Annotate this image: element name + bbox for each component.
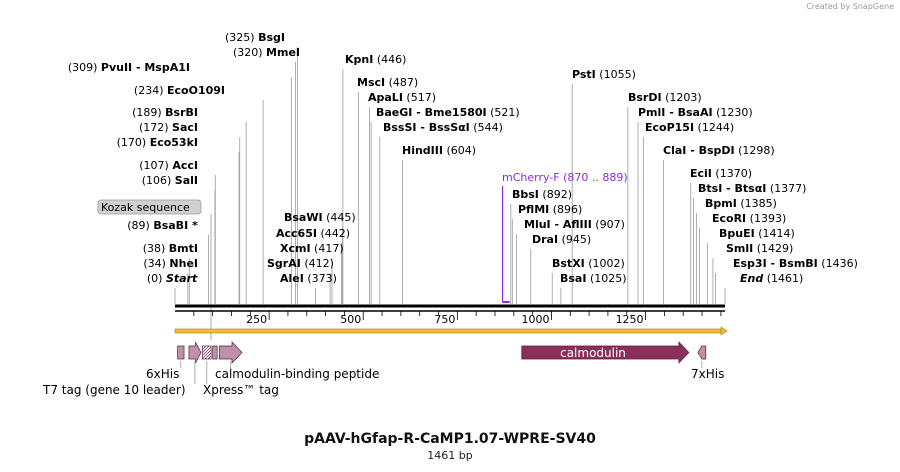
plasmid-length: 1461 bp bbox=[427, 449, 473, 462]
restriction-site-labels: (0) Start (34) NheI (38) BmtI (89) BsaBI * (… bbox=[68, 31, 858, 285]
site-label: EciI (1370) bbox=[690, 167, 752, 180]
site-label: BstXI (1002) bbox=[552, 257, 625, 270]
site-label: (172) SacI bbox=[139, 121, 198, 134]
site-label: (89) BsaBI * bbox=[127, 219, 198, 232]
ruler-label: 500 bbox=[340, 313, 361, 326]
site-label: ClaI - BspDI (1298) bbox=[663, 144, 775, 157]
ruler-label: 750 bbox=[434, 313, 455, 326]
feature-label: T7 tag (gene 10 leader) bbox=[42, 383, 186, 397]
site-label: (106) SalI bbox=[142, 174, 198, 187]
kozak-box bbox=[97, 199, 202, 215]
site-label: AleI (373) bbox=[280, 272, 337, 285]
feature-label: calmodulin-binding peptide bbox=[215, 367, 379, 381]
site-label: EcoRI (1393) bbox=[712, 212, 786, 225]
feature-hatched bbox=[202, 345, 212, 360]
site-label: (325) BsgI bbox=[225, 31, 285, 44]
ruler-label: 250 bbox=[246, 313, 267, 326]
site-label: BpuEI (1414) bbox=[719, 227, 795, 240]
site-label: (38) BmtI bbox=[143, 242, 198, 255]
site-label: PmlI - BsaAI (1230) bbox=[638, 106, 753, 119]
site-label: SmlI (1429) bbox=[726, 242, 793, 255]
kozak-label: Kozak sequence bbox=[101, 201, 190, 214]
site-label: BsaWI (445) bbox=[284, 211, 356, 224]
site-label: BaeGI - Bme1580I (521) bbox=[376, 106, 520, 119]
feature-box bbox=[177, 345, 185, 360]
feature-track: 6xHis T7 tag (gene 10 leader) Xpress™ tag c… bbox=[42, 341, 724, 397]
site-label: (107) AccI bbox=[139, 159, 198, 172]
site-label: MscI (487) bbox=[357, 76, 418, 89]
feature-arrow bbox=[521, 341, 690, 364]
site-label: EcoP15I (1244) bbox=[645, 121, 734, 134]
site-label: HindIII (604) bbox=[402, 144, 476, 157]
site-label: Acc65I (442) bbox=[276, 227, 350, 240]
primer-label: mCherry-F (870 .. 889) bbox=[502, 171, 628, 184]
site-label: BbsI (892) bbox=[512, 188, 572, 201]
site-label: BtsI - BtsαI (1377) bbox=[698, 182, 806, 195]
feature-box bbox=[212, 345, 218, 360]
primer-mcherry-f: mCherry-F (870 .. 889) bbox=[501, 171, 628, 303]
site-label: (34) NheI bbox=[143, 257, 198, 270]
feature-label: 6xHis bbox=[146, 367, 179, 381]
ruler-label: 1250 bbox=[616, 313, 644, 326]
site-label: XcmI (417) bbox=[280, 242, 344, 255]
snapgene-credit: Created by SnapGene bbox=[806, 2, 894, 11]
feature-label: 7xHis bbox=[691, 367, 724, 381]
bp-ruler: 250 500 750 1000 1250 bbox=[174, 311, 728, 336]
site-label: KpnI (446) bbox=[345, 53, 406, 66]
site-leader-lines bbox=[174, 47, 726, 340]
orf-arrowhead bbox=[720, 326, 728, 336]
site-label: End (1461) bbox=[740, 272, 803, 285]
site-label: SgrAI (412) bbox=[267, 257, 334, 270]
feature-arrow bbox=[188, 341, 202, 364]
site-label: DraI (945) bbox=[532, 233, 591, 246]
feature-label: Xpress™ tag bbox=[203, 383, 279, 397]
site-label: PflMI (896) bbox=[518, 203, 582, 216]
site-label: ApaLI (517) bbox=[368, 91, 436, 104]
sequence-backbone bbox=[175, 304, 725, 312]
site-label: (170) Eco53kI bbox=[117, 136, 198, 149]
site-label: MluI - AflIII (907) bbox=[524, 218, 625, 231]
site-label: BpmI (1385) bbox=[705, 197, 777, 210]
site-label: BsaI (1025) bbox=[560, 272, 627, 285]
site-label: (0) Start bbox=[147, 272, 198, 285]
feature-reverse bbox=[697, 345, 707, 360]
feature-label: calmodulin bbox=[560, 346, 626, 360]
plasmid-title: pAAV-hGfap-R-CaMP1.07-WPRE-SV40 bbox=[304, 431, 596, 447]
site-label: BssSI - BssSαI (544) bbox=[383, 121, 503, 134]
site-label: (189) BsrBI bbox=[132, 106, 198, 119]
ruler-label: 1000 bbox=[521, 313, 549, 326]
site-label: Esp3I - BsmBI (1436) bbox=[733, 257, 858, 270]
site-label: (320) MmeI bbox=[233, 46, 300, 59]
site-label: BsrDI (1203) bbox=[628, 91, 702, 104]
orf-line bbox=[174, 328, 722, 334]
site-label: (309) PvuII - MspA1I bbox=[68, 61, 190, 74]
feature-arrow bbox=[219, 341, 243, 364]
site-label: (234) EcoO109I bbox=[134, 84, 225, 97]
site-label: PstI (1055) bbox=[572, 68, 636, 81]
